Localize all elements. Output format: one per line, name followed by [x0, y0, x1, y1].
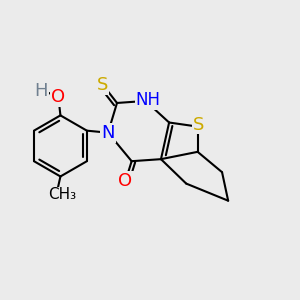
Text: S: S — [97, 76, 108, 94]
Text: CH₃: CH₃ — [48, 187, 76, 202]
Text: H: H — [34, 82, 48, 100]
Text: O: O — [118, 172, 133, 190]
Text: S: S — [193, 116, 204, 134]
Text: NH: NH — [136, 91, 161, 109]
Text: N: N — [101, 124, 115, 142]
Text: O: O — [51, 88, 65, 106]
